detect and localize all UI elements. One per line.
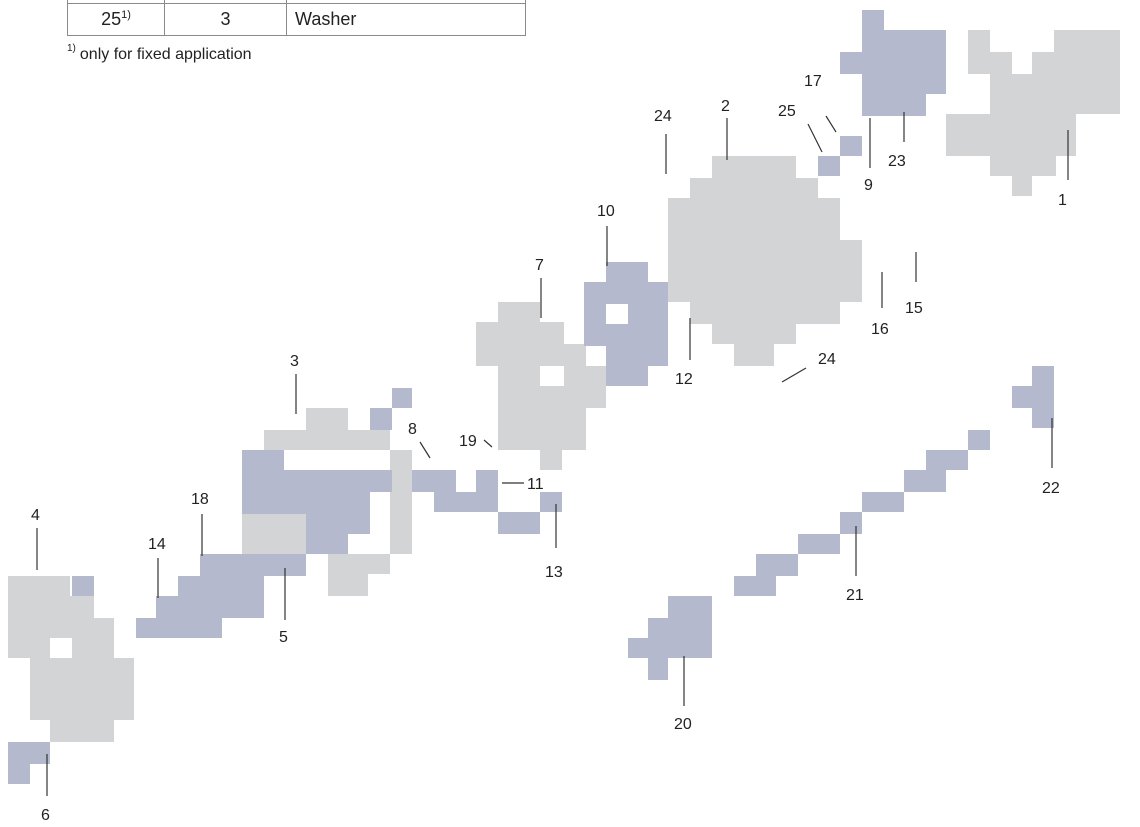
callout-24b: 24 xyxy=(818,351,836,368)
part-11-shape xyxy=(498,512,540,534)
part-17-shape xyxy=(840,136,862,156)
callout-6: 6 xyxy=(41,807,50,824)
callout-8: 8 xyxy=(408,421,417,438)
footnote: 1) only for fixed application xyxy=(67,43,252,64)
callout-19: 19 xyxy=(459,433,477,450)
callout-10: 10 xyxy=(597,203,615,220)
callout-2: 2 xyxy=(721,98,730,115)
part-10-shape xyxy=(584,262,668,386)
callout-18: 18 xyxy=(191,491,209,508)
leader-line-25 xyxy=(807,123,823,153)
part-22-shape xyxy=(1012,366,1054,428)
callout-4: 4 xyxy=(31,507,40,524)
small-part-shape xyxy=(392,388,412,408)
part-3-shape xyxy=(242,408,412,596)
part-8-shape xyxy=(412,470,498,512)
footnote-marker: 1) xyxy=(121,9,131,21)
callout-11: 11 xyxy=(527,476,544,493)
part-21-shape xyxy=(734,430,990,596)
callout-5: 5 xyxy=(279,629,288,646)
table-row: 251) 3 Washer xyxy=(67,3,526,36)
part-20-shape xyxy=(628,596,712,680)
callout-12: 12 xyxy=(675,371,693,388)
quantity-cell: 3 xyxy=(164,3,287,36)
callout-9: 9 xyxy=(864,177,873,194)
part-1-shape xyxy=(946,30,1120,196)
part-25-shape xyxy=(818,156,840,176)
callout-20: 20 xyxy=(674,716,692,733)
small-part-shape xyxy=(370,408,392,430)
callout-16: 16 xyxy=(871,321,889,338)
part-23-shape xyxy=(840,10,946,116)
callout-17: 17 xyxy=(804,73,822,90)
part-13-shape xyxy=(540,492,562,512)
part-4-blue-square xyxy=(72,576,94,596)
footnote-text: only for fixed application xyxy=(79,46,252,63)
callout-24a: 24 xyxy=(654,108,672,125)
footnote-mark: 1) xyxy=(67,43,76,54)
callout-7: 7 xyxy=(535,257,544,274)
part-18-shape xyxy=(136,554,306,638)
part-6-shape xyxy=(8,742,50,784)
part-3-blue-shape xyxy=(242,450,392,554)
leader-line-8 xyxy=(419,441,431,459)
callout-13: 13 xyxy=(545,564,563,581)
description-cell: Washer xyxy=(286,3,526,36)
leader-line-24b xyxy=(781,367,807,383)
leader-line-19 xyxy=(483,439,493,448)
callout-22: 22 xyxy=(1042,480,1060,497)
part-7-shape xyxy=(476,302,606,470)
callout-14: 14 xyxy=(148,536,166,553)
part-4-shape xyxy=(8,576,134,742)
callout-23: 23 xyxy=(888,153,906,170)
parts-table: 251) 3 Washer xyxy=(67,0,526,36)
callout-25: 25 xyxy=(778,103,796,120)
callout-1: 1 xyxy=(1058,192,1067,209)
callout-21: 21 xyxy=(846,587,864,604)
position-cell: 251) xyxy=(67,3,165,36)
part-2-shape xyxy=(668,156,862,366)
leader-line-17 xyxy=(825,115,837,133)
callout-3: 3 xyxy=(290,353,299,370)
callout-15: 15 xyxy=(905,300,923,317)
